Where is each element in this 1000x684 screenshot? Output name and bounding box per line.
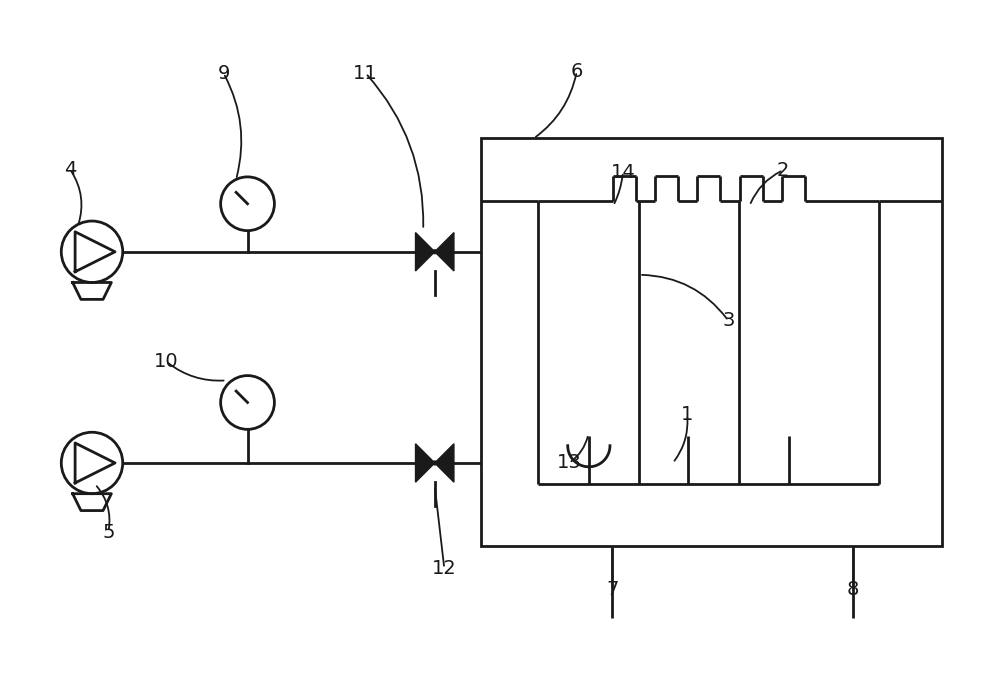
Polygon shape — [435, 233, 454, 271]
Text: 8: 8 — [847, 580, 859, 599]
Circle shape — [433, 250, 437, 254]
Text: 3: 3 — [722, 311, 735, 330]
Text: 1: 1 — [681, 406, 693, 425]
Text: 12: 12 — [432, 559, 457, 578]
Text: 14: 14 — [611, 163, 635, 181]
Text: 2: 2 — [777, 161, 789, 180]
Text: 7: 7 — [606, 580, 619, 599]
Text: 9: 9 — [217, 64, 230, 83]
Polygon shape — [416, 444, 435, 482]
Text: 4: 4 — [64, 159, 76, 179]
Polygon shape — [416, 233, 435, 271]
Text: 6: 6 — [571, 62, 583, 81]
Text: 11: 11 — [353, 64, 378, 83]
Text: 10: 10 — [154, 352, 178, 371]
Text: 5: 5 — [102, 523, 115, 542]
Circle shape — [433, 461, 437, 465]
Text: 13: 13 — [557, 453, 581, 473]
Bar — [481, 138, 942, 547]
Polygon shape — [435, 444, 454, 482]
